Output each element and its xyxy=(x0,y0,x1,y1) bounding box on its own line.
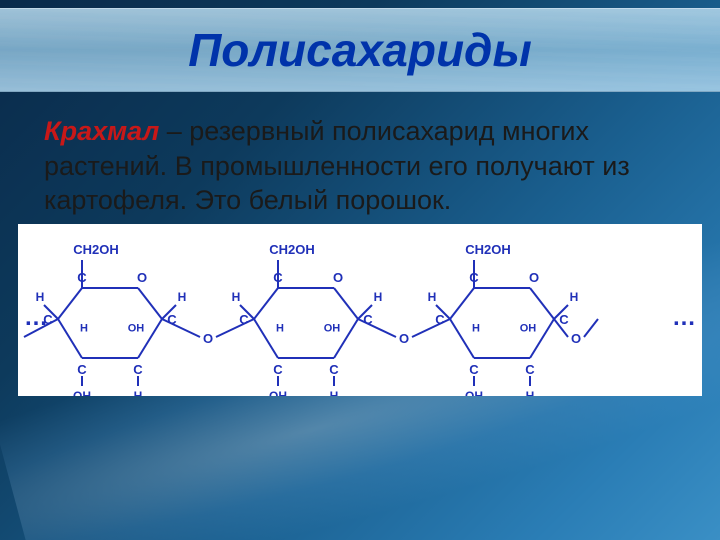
svg-text:C: C xyxy=(77,362,87,377)
body-paragraph: Крахмал – резервный полисахарид многих р… xyxy=(44,114,676,218)
svg-text:H: H xyxy=(80,322,88,334)
svg-text:H: H xyxy=(472,322,480,334)
slide-title: Полисахариды xyxy=(188,23,532,77)
svg-text:C: C xyxy=(329,362,339,377)
svg-text:OH: OH xyxy=(73,389,91,396)
svg-text:H: H xyxy=(526,389,535,396)
svg-text:CH2OH: CH2OH xyxy=(465,242,511,257)
svg-text:H: H xyxy=(428,290,437,304)
svg-text:C: C xyxy=(239,312,249,327)
svg-text:H: H xyxy=(570,290,579,304)
title-banner: Полисахариды xyxy=(0,8,720,92)
svg-text:C: C xyxy=(273,362,283,377)
svg-text:OH: OH xyxy=(465,389,483,396)
svg-text:H: H xyxy=(134,389,143,396)
svg-text:O: O xyxy=(137,270,147,285)
svg-text:C: C xyxy=(525,362,535,377)
svg-text:H: H xyxy=(178,290,187,304)
svg-text:O: O xyxy=(203,331,213,346)
svg-text:…: … xyxy=(672,304,696,331)
svg-text:H: H xyxy=(232,290,241,304)
svg-text:O: O xyxy=(399,331,409,346)
svg-text:C: C xyxy=(469,362,479,377)
svg-text:C: C xyxy=(559,312,569,327)
svg-text:O: O xyxy=(529,270,539,285)
svg-text:O: O xyxy=(333,270,343,285)
svg-text:OH: OH xyxy=(128,322,145,334)
svg-text:OH: OH xyxy=(269,389,287,396)
content-area: Крахмал – резервный полисахарид многих р… xyxy=(0,92,720,218)
svg-text:H: H xyxy=(36,290,45,304)
svg-text:H: H xyxy=(276,322,284,334)
svg-text:H: H xyxy=(330,389,339,396)
svg-text:O: O xyxy=(571,331,581,346)
term-starch: Крахмал xyxy=(44,116,159,146)
slide: Полисахариды Крахмал – резервный полисах… xyxy=(0,8,720,540)
svg-text:C: C xyxy=(133,362,143,377)
svg-text:C: C xyxy=(435,312,445,327)
svg-text:CH2OH: CH2OH xyxy=(73,242,119,257)
svg-text:CH2OH: CH2OH xyxy=(269,242,315,257)
svg-text:H: H xyxy=(374,290,383,304)
starch-structure-diagram: …CCOCCCCH2OHHHHOHOHHOCCOCCCCH2OHHHHOHOHH… xyxy=(18,224,702,396)
chemical-svg: …CCOCCCCH2OHHHHOHOHHOCCOCCCCH2OHHHHOHOHH… xyxy=(18,224,702,396)
svg-text:OH: OH xyxy=(520,322,537,334)
svg-text:OH: OH xyxy=(324,322,341,334)
